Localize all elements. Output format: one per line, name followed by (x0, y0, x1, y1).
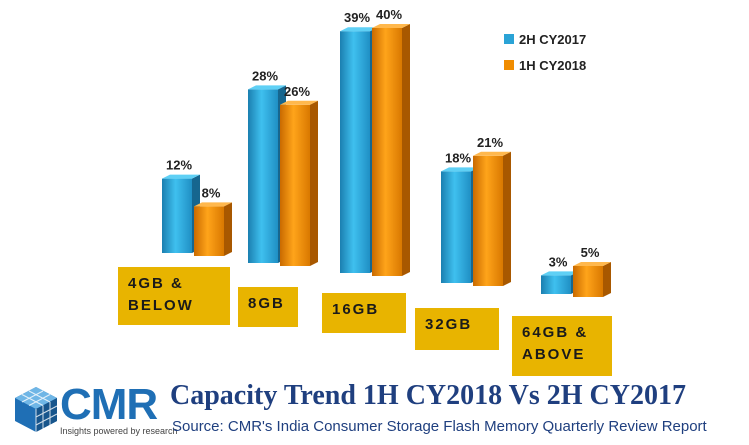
data-label: 8% (202, 185, 221, 200)
category-label-1: 8GB (238, 287, 298, 327)
data-label: 40% (376, 7, 402, 22)
category-label-line: BELOW (128, 297, 194, 314)
bar-1h-cy2018-1 (280, 100, 318, 266)
cmr-tagline: Insights powered by research (60, 426, 178, 436)
category-label-4: 64GB & ABOVE (512, 316, 612, 376)
cmr-logo-text: CMR (60, 380, 158, 429)
legend-label: 2H CY2017 (519, 31, 587, 47)
data-label: 26% (284, 84, 310, 99)
bar-chart: 12% 8% 28% 26% 39% 40% 18% 21% 3% 5% (162, 7, 611, 297)
category-label-line: ABOVE (522, 346, 586, 363)
category-label-line: 64GB & (522, 324, 589, 341)
chart-title: Capacity Trend 1H CY2018 Vs 2H CY2017 (170, 380, 686, 411)
category-label-line: 4GB & (128, 275, 184, 292)
category-label-line: 8GB (248, 295, 285, 312)
category-label-line: 32GB (425, 316, 473, 333)
bar-1h-cy2018-3 (473, 151, 511, 286)
legend-item-2h-cy2017: 2H CY2017 (504, 26, 586, 52)
legend-swatch-orange (504, 60, 514, 70)
category-label-line: 16GB (332, 301, 380, 318)
chart-source: Source: CMR's India Consumer Storage Fla… (172, 418, 707, 435)
data-label: 21% (477, 135, 503, 150)
data-label: 5% (581, 245, 600, 260)
bar-1h-cy2018-0 (194, 202, 232, 256)
data-label: 3% (549, 254, 568, 269)
category-label-3: 32GB (415, 308, 499, 350)
data-label: 18% (445, 150, 471, 165)
category-label-2: 16GB (322, 293, 406, 333)
data-label: 12% (166, 158, 192, 173)
cmr-cube-logo-icon (15, 387, 58, 432)
bar-1h-cy2018-2 (372, 24, 410, 276)
data-label: 39% (344, 10, 370, 25)
legend: 2H CY2017 1H CY2018 (504, 26, 586, 78)
bar-1h-cy2018-4 (573, 262, 611, 297)
category-label-0: 4GB & BELOW (118, 267, 230, 325)
legend-swatch-blue (504, 34, 514, 44)
data-label: 28% (252, 68, 278, 83)
legend-item-1h-cy2018: 1H CY2018 (504, 52, 586, 78)
legend-label: 1H CY2018 (519, 57, 587, 73)
